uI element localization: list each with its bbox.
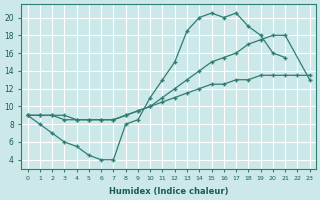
X-axis label: Humidex (Indice chaleur): Humidex (Indice chaleur) (109, 187, 228, 196)
